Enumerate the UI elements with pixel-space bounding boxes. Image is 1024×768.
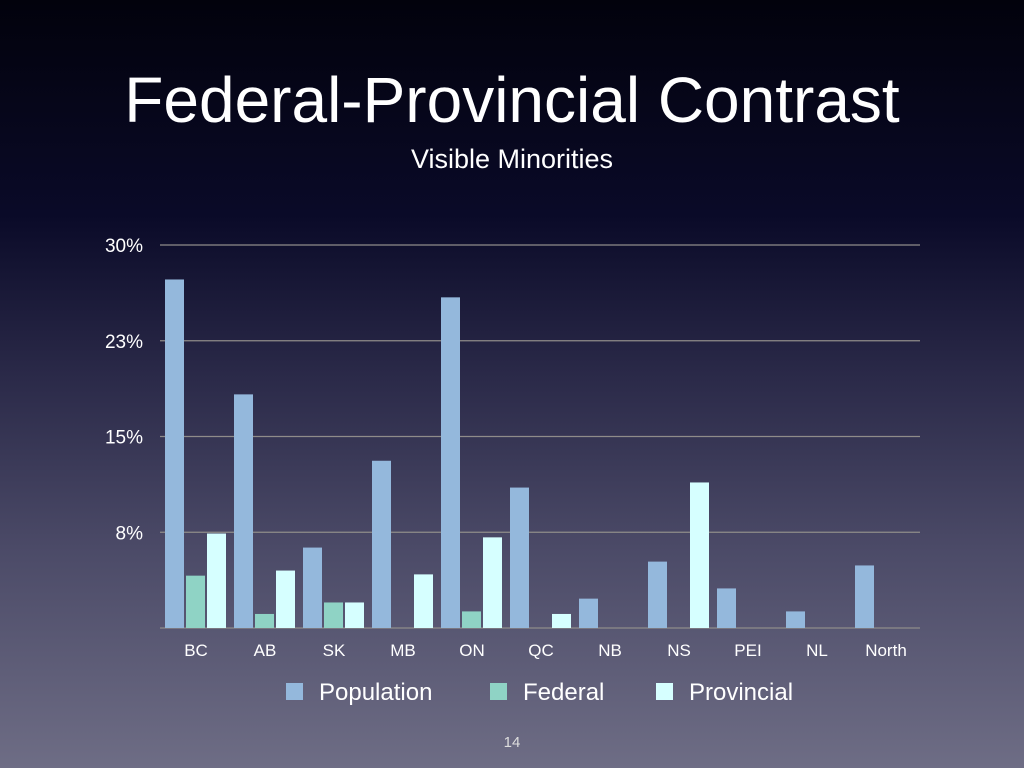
x-tick-label: PEI (734, 641, 761, 660)
bar-population-bc (165, 279, 184, 628)
bar-federal-ab (255, 613, 274, 628)
x-tick-label: SK (323, 641, 346, 660)
bar-federal-sk (324, 602, 343, 628)
bar-provincial-qc (552, 613, 571, 628)
legend-swatch-provincial (656, 683, 673, 700)
legend-label-federal: Federal (523, 679, 604, 706)
legend-label-provincial: Provincial (689, 679, 793, 706)
bar-population-north (855, 565, 874, 628)
y-tick-label: 8% (116, 523, 144, 544)
y-tick-label: 30% (105, 236, 143, 257)
y-tick-label: 15% (105, 428, 143, 449)
bar-provincial-ns (690, 482, 709, 628)
x-tick-label: NL (806, 641, 828, 660)
x-tick-label: NS (667, 641, 691, 660)
bar-federal-bc (186, 575, 205, 628)
bar-population-nb (579, 598, 598, 628)
bar-provincial-ab (276, 570, 295, 628)
x-tick-label: AB (254, 641, 277, 660)
bar-population-sk (303, 547, 322, 628)
chart-subtitle: Visible Minorities (410, 144, 614, 174)
x-tick-label: BC (184, 641, 208, 660)
bar-provincial-on (483, 537, 502, 628)
x-tick-label: QC (528, 641, 554, 660)
bar-provincial-sk (345, 602, 364, 628)
bar-provincial-mb (414, 574, 433, 628)
legend-swatch-federal (490, 683, 507, 700)
slide-title: Federal-Provincial Contrast (124, 64, 900, 136)
page-number: 14 (503, 734, 521, 751)
x-tick-label: North (865, 641, 907, 660)
bar-population-on (441, 297, 460, 628)
bar-population-mb (372, 460, 391, 628)
legend-swatch-population (286, 683, 303, 700)
bar-population-ns (648, 561, 667, 628)
x-tick-label: MB (390, 641, 416, 660)
bar-population-qc (510, 487, 529, 628)
bar-population-nl (786, 611, 805, 628)
x-tick-label: NB (598, 641, 622, 660)
bar-population-ab (234, 394, 253, 628)
x-tick-label: ON (459, 641, 485, 660)
bar-federal-on (462, 611, 481, 628)
bar-population-pei (717, 588, 736, 628)
y-tick-label: 23% (105, 332, 143, 353)
legend-label-population: Population (319, 679, 432, 706)
bar-provincial-bc (207, 533, 226, 628)
